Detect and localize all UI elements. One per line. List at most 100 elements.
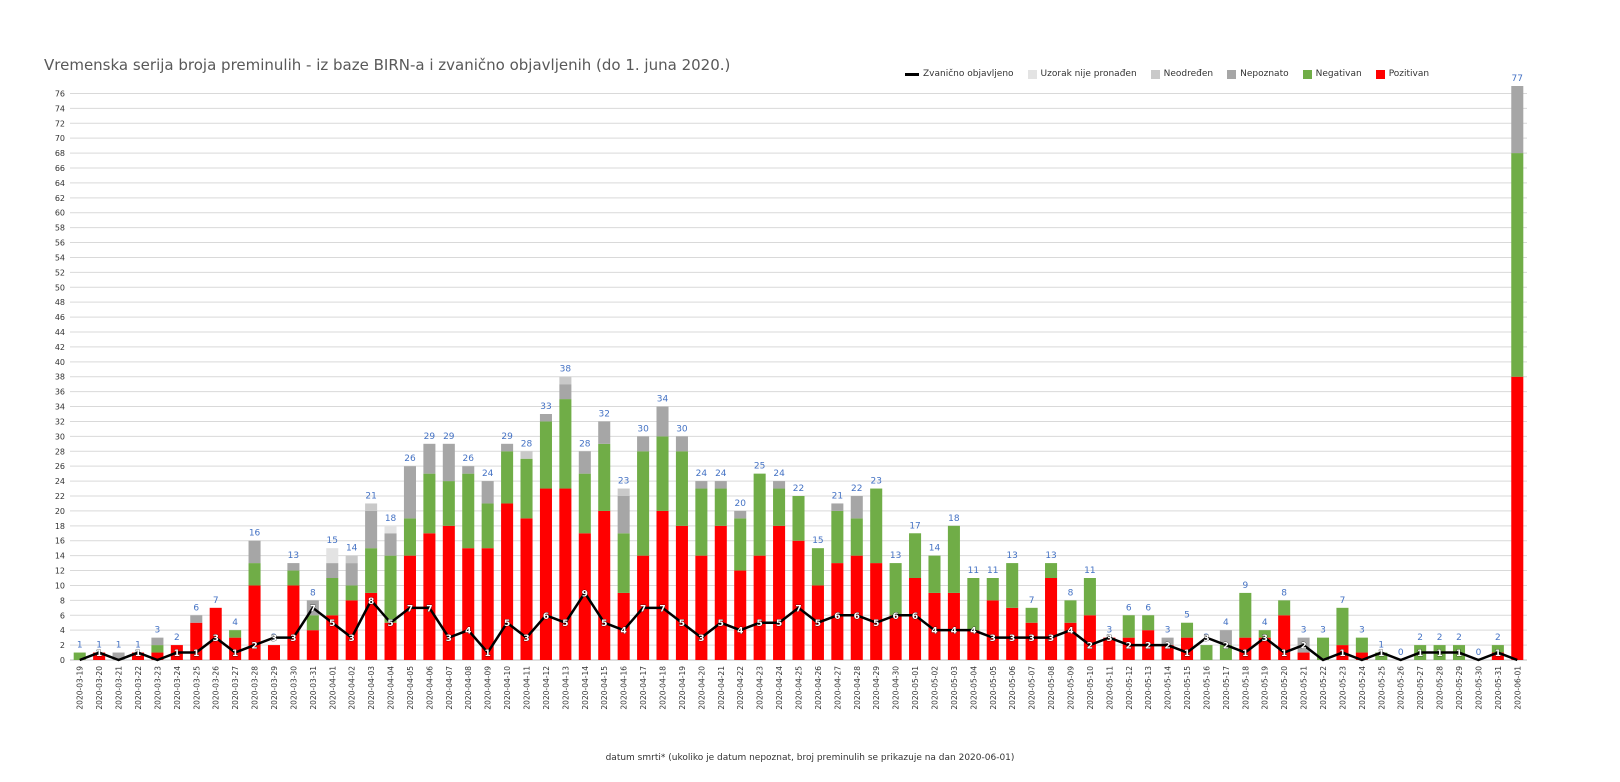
- bar-segment-negative: [947, 525, 960, 593]
- official-point-label: 2: [1126, 642, 1132, 652]
- x-tick-label: 2020-05-10: [1086, 666, 1095, 710]
- bar-total-label: 28: [521, 439, 533, 449]
- x-tick-label: 2020-05-20: [1280, 666, 1289, 710]
- y-tick-label: 20: [55, 507, 65, 516]
- bar-segment-unknown: [423, 443, 436, 474]
- x-tick-label: 2020-04-24: [775, 666, 784, 710]
- bar-total-label: 18: [948, 514, 960, 524]
- official-point-label: 5: [776, 619, 782, 629]
- x-tick-label: 2020-05-21: [1300, 666, 1309, 710]
- bar-segment-negative: [870, 488, 883, 564]
- bar-segment-unknown: [831, 503, 844, 511]
- bar-total-label: 4: [1223, 618, 1229, 628]
- x-tick-label: 2020-04-30: [892, 666, 901, 710]
- x-tick-label: 2020-03-21: [115, 666, 124, 710]
- bar-segment-positive: [442, 525, 455, 660]
- y-tick-label: 16: [55, 537, 65, 546]
- official-point-label: 1: [96, 649, 102, 659]
- x-tick-label: 2020-06-01: [1513, 666, 1522, 710]
- bar-total-label: 26: [463, 454, 475, 464]
- bar-segment-negative: [229, 630, 242, 638]
- official-point-label: 3: [213, 634, 219, 644]
- bar-segment-positive: [870, 563, 883, 660]
- legend-label-undetermined: Neodređen: [1163, 69, 1214, 79]
- x-tick-label: 2020-04-07: [445, 666, 454, 710]
- bar-segment-unknown: [637, 436, 650, 452]
- official-point-label: 7: [795, 604, 801, 614]
- bar-segment-negative: [384, 555, 397, 623]
- bar-segment-negative: [365, 548, 378, 593]
- bar-total-label: 23: [870, 477, 881, 487]
- bar-segment-negative: [151, 645, 164, 653]
- legend-label-official: Zvanično objavljeno: [923, 69, 1014, 79]
- x-tick-label: 2020-03-19: [76, 666, 85, 710]
- x-tick-label: 2020-05-06: [1008, 666, 1017, 710]
- x-tick-label: 2020-05-13: [1144, 666, 1153, 710]
- bar-segment-negative: [442, 481, 455, 526]
- bar-segment-positive: [229, 637, 242, 660]
- legend-item-positive: Pozitivan: [1375, 69, 1429, 79]
- bar-total-label: 29: [501, 432, 513, 442]
- bar-total-label: 2: [1495, 633, 1501, 643]
- bar-total-label: 13: [288, 551, 299, 561]
- y-tick-label: 38: [55, 373, 65, 382]
- y-tick-label: 72: [55, 119, 65, 128]
- bar-segment-unknown: [617, 496, 630, 534]
- bar-segment-positive: [520, 518, 533, 660]
- official-point-label: 7: [310, 604, 316, 614]
- official-point-label: 7: [407, 604, 413, 614]
- bar-total-label: 3: [1165, 626, 1171, 636]
- bar-segment-unknown: [345, 563, 358, 586]
- bar-segment-negative: [1200, 645, 1213, 660]
- bar-segment-positive: [423, 533, 436, 660]
- y-tick-label: 6: [60, 611, 65, 620]
- bar-segment-positive: [773, 525, 786, 660]
- bar-segment-positive: [753, 555, 766, 660]
- bar-total-label: 30: [637, 424, 649, 434]
- y-tick-label: 46: [55, 313, 65, 322]
- y-tick-label: 36: [55, 388, 65, 397]
- x-tick-label: 2020-05-30: [1474, 666, 1483, 710]
- bar-segment-positive: [384, 622, 397, 660]
- y-tick-label: 52: [55, 268, 65, 277]
- x-tick-label: 2020-03-26: [212, 666, 221, 710]
- bar-total-label: 33: [540, 402, 551, 412]
- bar-segment-negative: [1122, 615, 1135, 638]
- bar-segment-positive: [695, 555, 708, 660]
- x-tick-label: 2020-03-28: [251, 666, 260, 710]
- bar-segment-negative: [326, 578, 339, 616]
- x-tick-label: 2020-03-27: [231, 666, 240, 710]
- bar-total-label: 16: [249, 529, 261, 539]
- official-point-label: 2: [1145, 642, 1151, 652]
- x-tick-label: 2020-05-15: [1183, 666, 1192, 710]
- bar-total-label: 11: [968, 566, 979, 576]
- official-point-label: 1: [1495, 649, 1501, 659]
- bar-segment-positive: [1355, 652, 1368, 660]
- official-point-label: 3: [698, 634, 704, 644]
- bar-segment-negative: [695, 488, 708, 556]
- y-tick-label: 50: [55, 283, 65, 292]
- official-point-label: 9: [582, 589, 588, 599]
- bar-total-label: 14: [929, 544, 941, 554]
- legend-swatch-positive: [1375, 69, 1385, 79]
- bar-total-label: 3: [1359, 626, 1365, 636]
- official-series-line: [79, 591, 1518, 662]
- official-point-label: 3: [349, 634, 355, 644]
- y-tick-label: 40: [55, 358, 65, 367]
- bar-segment-unknown: [248, 540, 261, 564]
- y-tick-label: 14: [55, 552, 65, 561]
- x-tick-label: 2020-05-24: [1358, 666, 1367, 710]
- official-point-label: 1: [1339, 649, 1345, 659]
- x-tick-label: 2020-04-26: [814, 666, 823, 710]
- bar-total-label: 3: [155, 626, 161, 636]
- official-point-label: 7: [426, 604, 432, 614]
- y-tick-label: 2: [60, 641, 65, 650]
- bar-segment-negative: [831, 510, 844, 564]
- bar-segment-unknown: [559, 384, 572, 400]
- bar-total-label: 13: [1045, 551, 1056, 561]
- y-tick-label: 18: [55, 522, 65, 531]
- bar-total-label: 8: [310, 588, 316, 598]
- bar-total-label: 3: [1320, 626, 1326, 636]
- bar-segment-negative: [773, 488, 786, 526]
